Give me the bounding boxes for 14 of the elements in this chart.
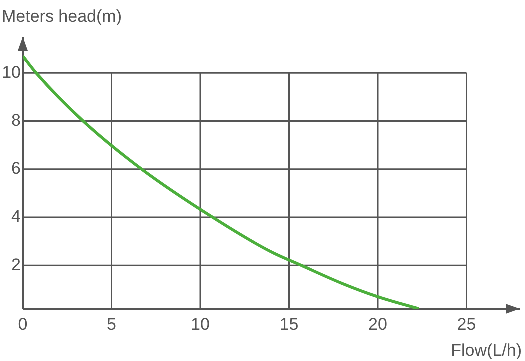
x-tick-label: 10 — [191, 314, 210, 334]
x-tick-label: 5 — [107, 314, 116, 334]
y-tick-label: 6 — [12, 159, 21, 178]
x-tick-label: 15 — [280, 314, 299, 334]
x-tick-label: 20 — [368, 314, 388, 334]
y-tick-label: 4 — [12, 207, 21, 226]
y-tick-label: 10 — [2, 62, 21, 82]
y-tick-label: 8 — [12, 110, 21, 130]
x-axis-title: Flow(L/h) — [451, 341, 522, 360]
y-axis-title: Meters head(m) — [2, 7, 122, 26]
y-tick-label: 2 — [12, 255, 21, 274]
x-tick-label: 0 — [18, 314, 28, 334]
x-tick-label: 25 — [457, 314, 476, 334]
line-series — [23, 54, 420, 309]
